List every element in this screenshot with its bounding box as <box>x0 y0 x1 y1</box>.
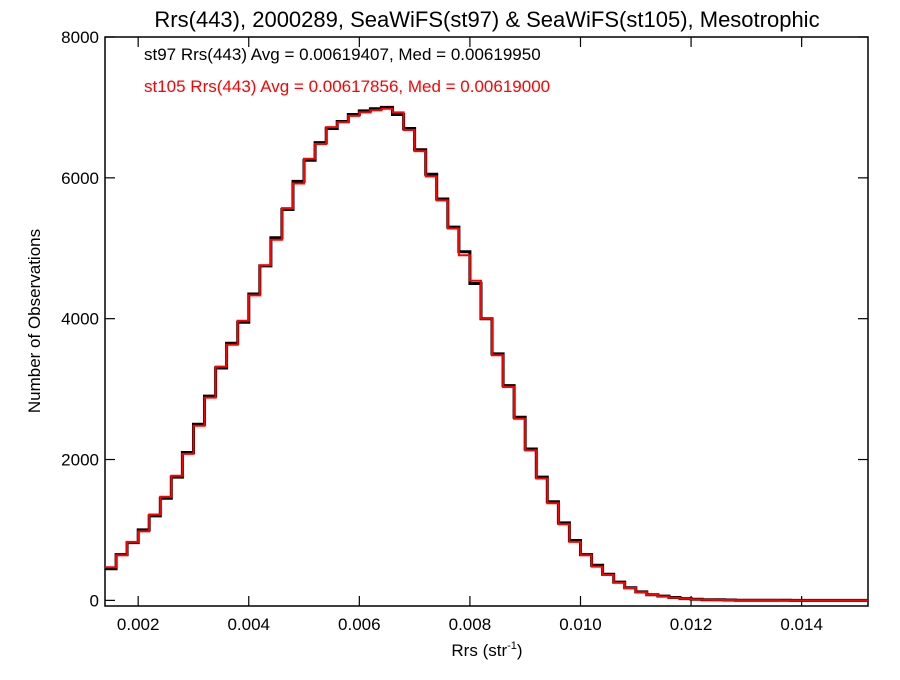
chart-title: Rrs(443), 2000289, SeaWiFS(st97) & SeaWi… <box>154 7 819 32</box>
series-layer <box>105 105 868 602</box>
x-axis: 0.002 0.004 0.006 0.008 0.010 0.012 0.014 <box>117 37 823 634</box>
x-tick-label: 0.006 <box>338 615 381 634</box>
series-line-st105 <box>105 107 868 602</box>
x-axis-label-close: ) <box>517 641 523 660</box>
legend-st97-annotation: st97 Rrs(443) Avg = 0.00619407, Med = 0.… <box>144 45 541 64</box>
y-tick-label: 4000 <box>61 310 99 329</box>
y-tick-label: 6000 <box>61 169 99 188</box>
legend-st105-annotation: st105 Rrs(443) Avg = 0.00617856, Med = 0… <box>144 77 550 96</box>
y-tick-label: 8000 <box>61 28 99 47</box>
y-axis-label: Number of Observations <box>25 229 44 413</box>
x-axis-label-superscript: -1 <box>507 640 517 652</box>
x-tick-label: 0.014 <box>780 615 823 634</box>
y-tick-label: 2000 <box>61 451 99 470</box>
x-tick-label: 0.010 <box>559 615 602 634</box>
x-axis-label: Rrs (str-1) <box>451 640 522 660</box>
y-tick-label: 0 <box>90 591 99 610</box>
x-tick-label: 0.008 <box>449 615 492 634</box>
x-tick-label: 0.004 <box>227 615 270 634</box>
plot-frame <box>104 36 869 607</box>
x-axis-label-main: Rrs (str <box>451 641 507 660</box>
series-line-st97 <box>105 105 868 602</box>
x-tick-label: 0.002 <box>117 615 160 634</box>
y-axis: 0 2000 4000 6000 8000 <box>61 28 868 610</box>
x-tick-label: 0.012 <box>670 615 713 634</box>
